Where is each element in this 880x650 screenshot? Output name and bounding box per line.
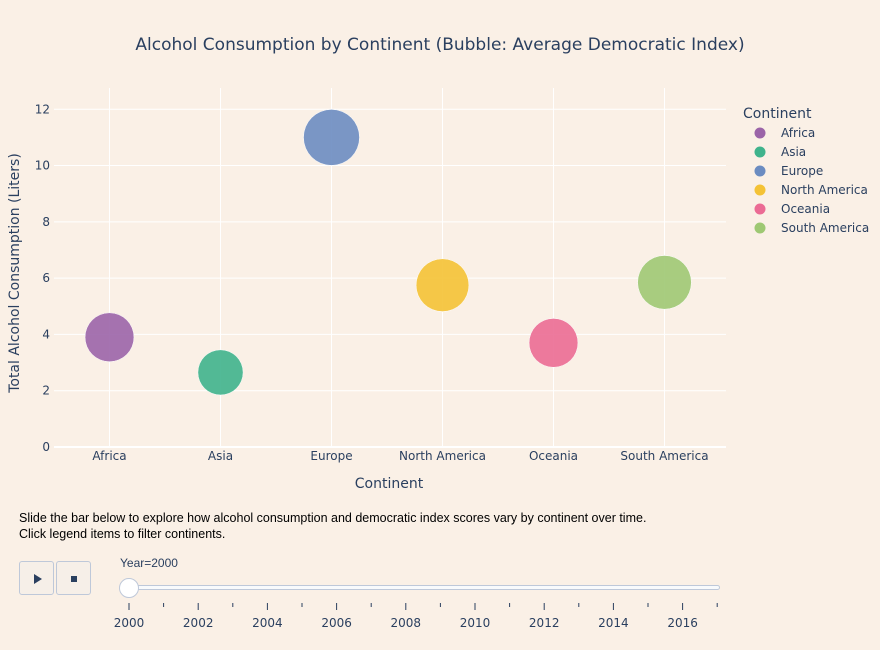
legend-item-north-america[interactable]: North America: [754, 183, 868, 197]
y-tick-label: 2: [42, 384, 50, 398]
instructions: Slide the bar below to explore how alcoh…: [19, 510, 646, 542]
x-axis-title: Continent: [355, 476, 424, 492]
instructions-line-2: Click legend items to filter continents.: [19, 527, 226, 541]
legend-label: Oceania: [781, 202, 830, 216]
grid-lines: [54, 88, 726, 448]
legend-marker: [754, 146, 766, 158]
legend-label: South America: [781, 221, 869, 235]
slider-year-label: 2004: [252, 616, 283, 630]
legend-marker: [754, 127, 766, 139]
slider-year-label: 2012: [529, 616, 560, 630]
slider-year-label: 2006: [321, 616, 352, 630]
y-tick-label: 12: [35, 102, 50, 116]
y-tick-label: 10: [35, 159, 50, 173]
bubble-oceania: [528, 318, 579, 368]
bubble-asia: [197, 349, 244, 396]
legend-marker: [754, 184, 766, 196]
stop-icon: [71, 576, 77, 582]
x-tick-label: Oceania: [529, 449, 578, 463]
y-axis-ticks: 0 2 4 6 8 10 12: [35, 102, 50, 454]
y-tick-label: 6: [42, 271, 50, 285]
y-axis-title: Total Alcohol Consumption (Liters): [7, 153, 23, 394]
y-tick-label: 0: [42, 440, 50, 454]
y-tick-label: 8: [42, 215, 50, 229]
legend: Continent Africa Asia Europe North America O…: [743, 106, 869, 235]
stop-button[interactable]: [56, 561, 91, 595]
slider-year-label: 2008: [391, 616, 422, 630]
slider-year-label: 2014: [598, 616, 629, 630]
legend-label: North America: [781, 183, 868, 197]
slider-year-label: 2002: [183, 616, 214, 630]
legend-item-africa[interactable]: Africa: [754, 126, 816, 140]
legend-marker: [754, 222, 766, 234]
legend-marker: [754, 165, 766, 177]
slider-year-label: 2000: [114, 616, 145, 630]
legend-marker: [754, 203, 766, 215]
year-slider-handle[interactable]: [119, 578, 139, 598]
legend-item-europe[interactable]: Europe: [754, 164, 824, 178]
legend-item-oceania[interactable]: Oceania: [754, 202, 831, 216]
chart-title: Alcohol Consumption by Continent (Bubble…: [135, 35, 744, 55]
bubble-north-america: [415, 258, 470, 312]
x-tick-label: Asia: [208, 449, 233, 463]
year-slider-rail[interactable]: [129, 585, 720, 590]
legend-item-south-america[interactable]: South America: [754, 221, 870, 235]
play-button[interactable]: [19, 561, 54, 595]
y-tick-label: 4: [42, 327, 50, 341]
slider-year-label: 2016: [667, 616, 698, 630]
bubble-europe: [303, 109, 360, 166]
play-icon: [34, 574, 42, 584]
x-tick-label: South America: [620, 449, 708, 463]
bubble-south-america: [637, 255, 692, 310]
slider-ticks: 2000 2002 2004 2006 2008 2010 2012 2014 2016: [114, 603, 718, 630]
legend-label: Africa: [781, 126, 815, 140]
slider-label: Year=2000: [120, 556, 178, 570]
instructions-line-1: Slide the bar below to explore how alcoh…: [19, 511, 647, 525]
legend-label: Asia: [781, 145, 806, 159]
bubble-africa: [84, 312, 135, 362]
x-tick-label: Europe: [310, 449, 352, 463]
x-tick-label: North America: [399, 449, 486, 463]
bubbles: [84, 109, 692, 396]
legend-item-asia[interactable]: Asia: [754, 145, 807, 159]
legend-label: Europe: [781, 164, 823, 178]
x-tick-label: Africa: [92, 449, 126, 463]
slider-year-label: 2010: [460, 616, 491, 630]
legend-title: Continent: [743, 106, 812, 122]
x-axis-ticks: Africa Asia Europe North America Oceania Sout…: [92, 449, 708, 463]
